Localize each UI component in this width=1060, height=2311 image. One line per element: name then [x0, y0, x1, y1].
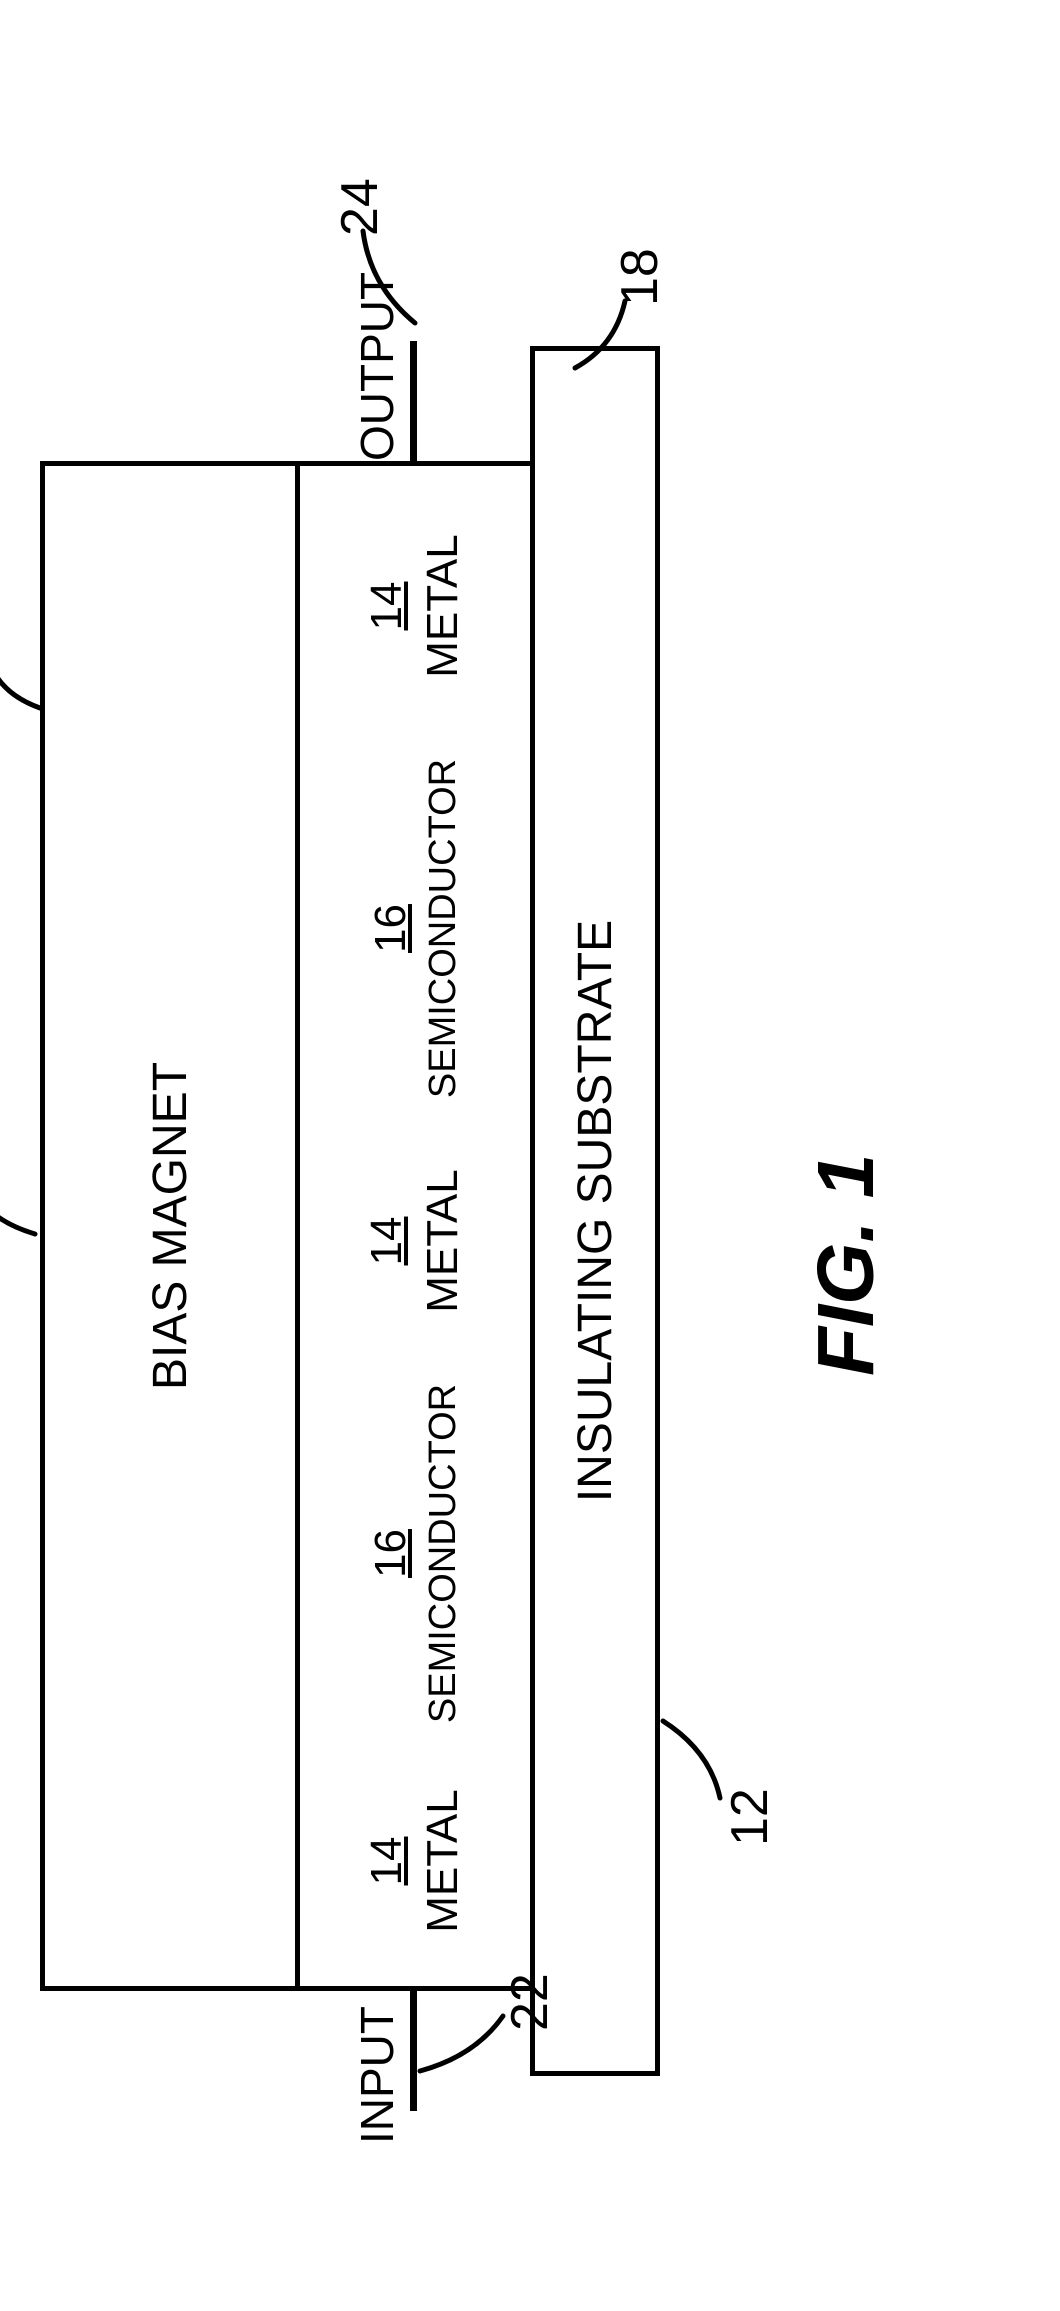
- cell-metal-3: 14 METAL: [295, 461, 535, 746]
- figure-caption: FIG. 1: [800, 1153, 892, 1375]
- substrate-label: INSULATING SUBSTRATE: [568, 919, 623, 1501]
- cell-label: SEMICONDUCTOR: [422, 758, 465, 1097]
- cell-ref: 14: [362, 581, 412, 630]
- bias-magnet-curve: [0, 626, 50, 716]
- substrate: INSULATING SUBSTRATE: [530, 346, 660, 2076]
- substrate-curve-18: [570, 286, 640, 376]
- cell-ref: 16: [366, 904, 416, 953]
- output-lead: [410, 341, 417, 463]
- substrate-curve-12: [655, 1706, 735, 1806]
- cell-label: METAL: [418, 1789, 468, 1932]
- cell-label: METAL: [418, 1169, 468, 1312]
- cell-metal-2: 14 METAL: [295, 1106, 535, 1371]
- assembly-curve: [0, 1156, 45, 1246]
- cell-semi-2: 16 SEMICONDUCTOR: [295, 741, 535, 1111]
- cell-semi-1: 16 SEMICONDUCTOR: [295, 1366, 535, 1736]
- cell-label: SEMICONDUCTOR: [422, 1383, 465, 1722]
- cell-ref: 14: [362, 1836, 412, 1885]
- bias-magnet: BIAS MAGNET: [40, 461, 300, 1991]
- cell-ref: 16: [366, 1529, 416, 1578]
- cell-ref: 14: [362, 1216, 412, 1265]
- cell-metal-1: 14 METAL: [295, 1731, 535, 1991]
- input-label: INPUT: [350, 2006, 404, 2144]
- input-curve: [415, 2001, 515, 2081]
- bias-magnet-label: BIAS MAGNET: [143, 1061, 198, 1389]
- output-curve: [355, 221, 425, 331]
- cell-label: METAL: [418, 534, 468, 677]
